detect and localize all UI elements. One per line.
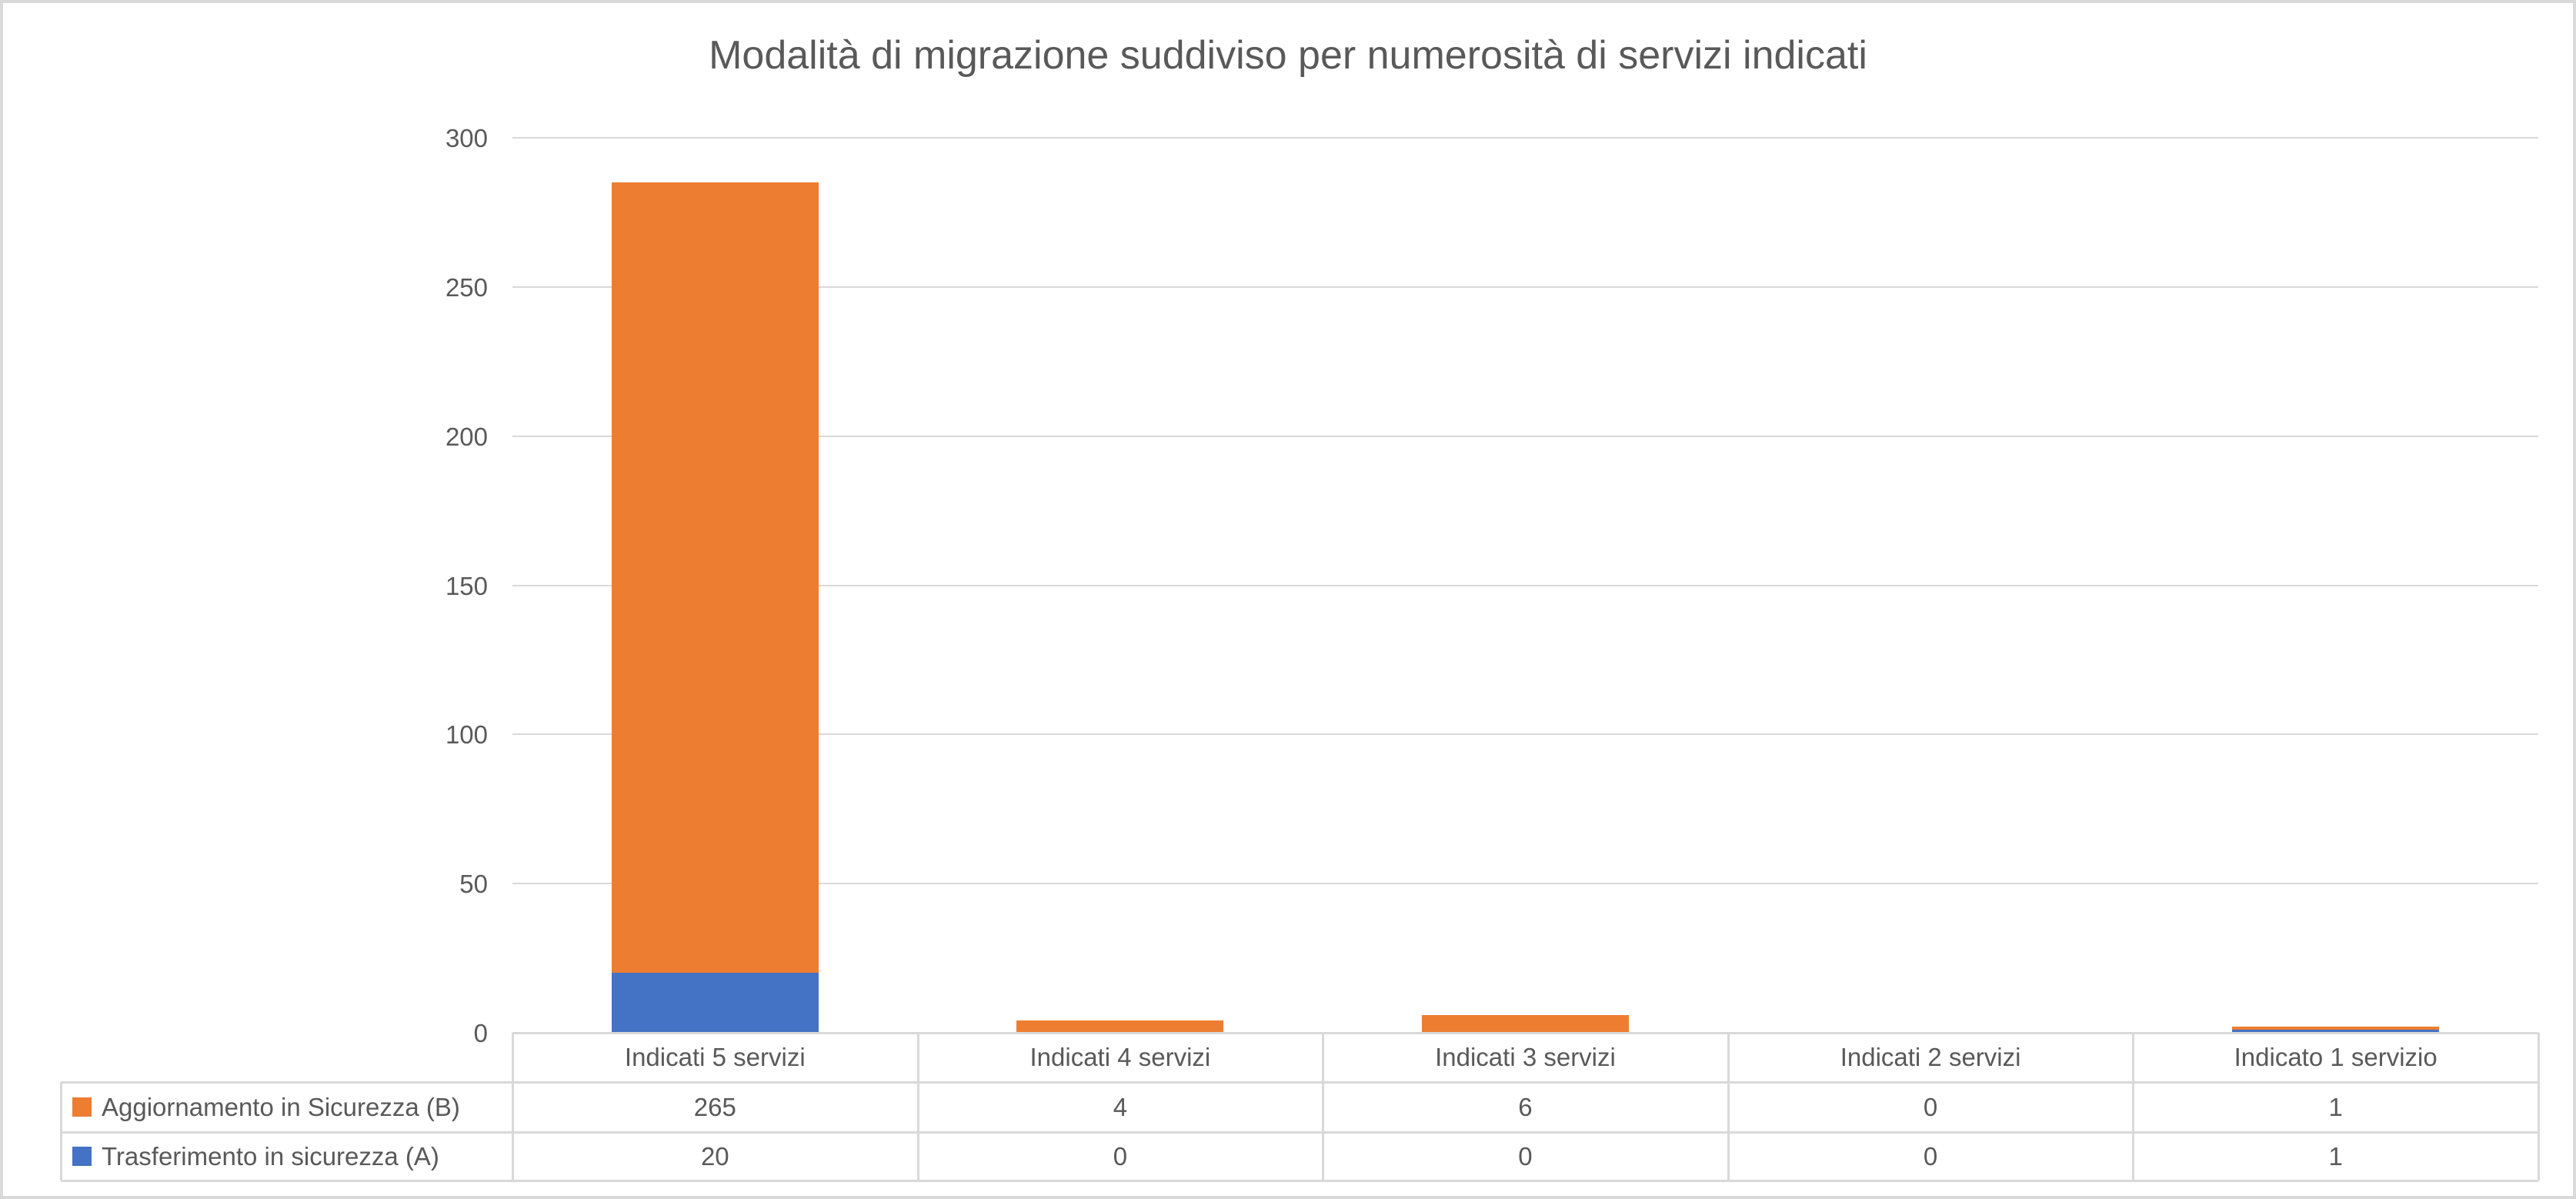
- bar-aggiornamento-in-sicurezza-b-cat1: [1016, 1020, 1224, 1033]
- table-col-border-1: [916, 1033, 919, 1181]
- table-row-border-1: [61, 1081, 2538, 1084]
- table-col-border-left: [60, 1082, 62, 1181]
- category-header-cat3: Indicati 2 servizi: [1840, 1043, 2021, 1071]
- gridline-150: [512, 584, 2538, 586]
- bar-aggiornamento-in-sicurezza-b-cat0: [611, 182, 819, 974]
- table-value-aggiornamento-in-sicurezza-b-cat2: 6: [1518, 1092, 1533, 1121]
- bar-trasferimento-in-sicurezza-a-cat4: [2232, 1030, 2440, 1033]
- table-value-aggiornamento-in-sicurezza-b-cat3: 0: [1923, 1092, 1938, 1121]
- table-value-aggiornamento-in-sicurezza-b-cat4: 1: [2328, 1092, 2343, 1121]
- category-header-cat4: Indicato 1 servizio: [2234, 1043, 2438, 1071]
- gridline-250: [512, 286, 2538, 288]
- y-axis-tick-label-250: 250: [445, 272, 488, 302]
- table-value-trasferimento-in-sicurezza-a-cat2: 0: [1518, 1141, 1533, 1171]
- bar-trasferimento-in-sicurezza-a-cat0: [611, 973, 819, 1033]
- table-value-trasferimento-in-sicurezza-a-cat3: 0: [1923, 1141, 1938, 1171]
- category-header-cat2: Indicati 3 servizi: [1435, 1043, 1616, 1071]
- gridline-300: [512, 137, 2538, 139]
- gridline-100: [512, 733, 2538, 736]
- gridline-200: [512, 435, 2538, 437]
- table-value-aggiornamento-in-sicurezza-b-cat1: 4: [1113, 1092, 1128, 1121]
- y-axis-tick-label-0: 0: [473, 1019, 488, 1047]
- table-row-border-3: [61, 1180, 2538, 1182]
- category-header-cat0: Indicati 5 servizi: [624, 1043, 806, 1071]
- gridline-50: [512, 883, 2538, 885]
- y-axis-tick-label-300: 300: [445, 124, 488, 152]
- legend-label-trasferimento-in-sicurezza-a: Trasferimento in sicurezza (A): [102, 1141, 439, 1171]
- x-axis-line: [512, 1032, 2538, 1034]
- legend-key-aggiornamento-in-sicurezza-b: Aggiornamento in Sicurezza (B): [72, 1082, 460, 1132]
- y-axis-tick-label-100: 100: [445, 720, 488, 750]
- table-value-trasferimento-in-sicurezza-a-cat4: 1: [2328, 1141, 2343, 1171]
- chart-title: Modalità di migrazione suddiviso per num…: [709, 33, 1867, 78]
- y-axis-tick-label-150: 150: [445, 571, 488, 600]
- legend-swatch-trasferimento-in-sicurezza-a: [72, 1147, 92, 1166]
- table-value-trasferimento-in-sicurezza-a-cat0: 20: [700, 1141, 729, 1171]
- table-col-border-2: [1322, 1033, 1325, 1181]
- y-axis-tick-label-200: 200: [445, 422, 488, 451]
- category-header-cat1: Indicati 4 servizi: [1029, 1043, 1211, 1071]
- table-row-border-2: [61, 1131, 2538, 1134]
- table-value-trasferimento-in-sicurezza-a-cat1: 0: [1113, 1141, 1128, 1171]
- table-col-border-5: [2538, 1033, 2540, 1181]
- legend-key-trasferimento-in-sicurezza-a: Trasferimento in sicurezza (A): [72, 1132, 439, 1181]
- table-col-border-3: [1727, 1033, 1730, 1181]
- bar-aggiornamento-in-sicurezza-b-cat4: [2232, 1027, 2440, 1030]
- legend-label-aggiornamento-in-sicurezza-b: Aggiornamento in Sicurezza (B): [102, 1092, 460, 1121]
- y-axis-tick-label-50: 50: [459, 870, 488, 899]
- table-col-border-4: [2132, 1033, 2135, 1181]
- legend-swatch-aggiornamento-in-sicurezza-b: [72, 1097, 92, 1117]
- bar-aggiornamento-in-sicurezza-b-cat2: [1422, 1014, 1629, 1033]
- table-col-border-0: [512, 1033, 514, 1181]
- table-value-aggiornamento-in-sicurezza-b-cat0: 265: [693, 1092, 736, 1121]
